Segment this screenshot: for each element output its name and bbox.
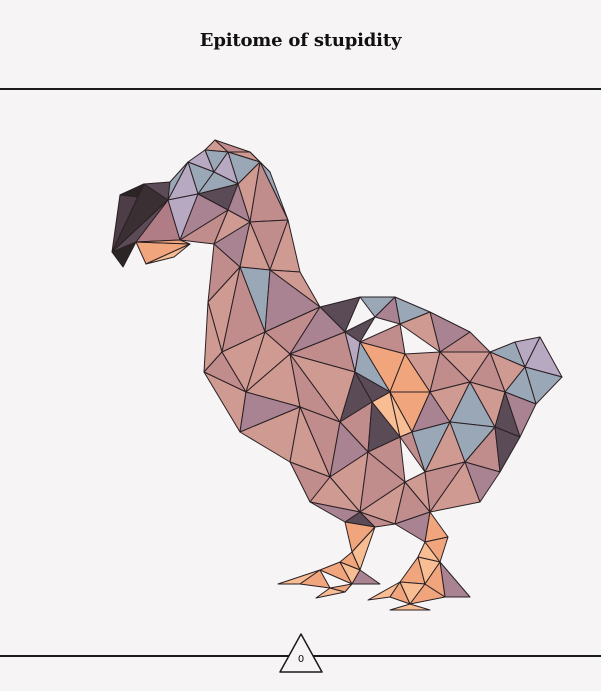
header-bar: Epitome of stupidity	[0, 0, 601, 90]
page-title: Epitome of stupidity	[199, 29, 402, 51]
move-counter[interactable]: 0	[278, 632, 324, 674]
triangle-icon	[279, 633, 323, 673]
move-counter-value: 0	[297, 654, 305, 665]
dodo-lowpoly-icon	[111, 139, 563, 611]
dodo-lowpoly-art[interactable]	[0, 92, 601, 656]
